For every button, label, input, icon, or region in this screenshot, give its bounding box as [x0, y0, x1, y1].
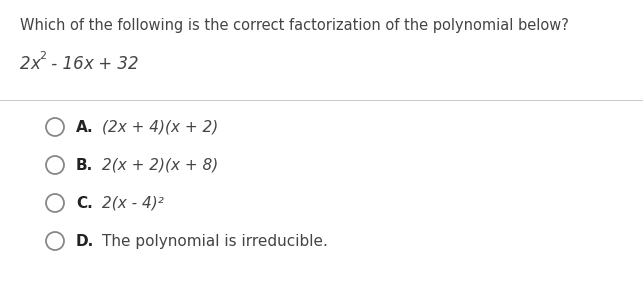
Text: 2: 2	[20, 55, 31, 73]
Text: The polynomial is irreducible.: The polynomial is irreducible.	[102, 234, 328, 249]
Text: 2(x + 2)(x + 8): 2(x + 2)(x + 8)	[102, 158, 218, 173]
Text: x: x	[30, 55, 40, 73]
Text: A.: A.	[76, 120, 94, 135]
Text: - 16: - 16	[46, 55, 84, 73]
Text: 2(x - 4)²: 2(x - 4)²	[102, 196, 164, 211]
Text: x: x	[83, 55, 93, 73]
Text: Which of the following is the correct factorization of the polynomial below?: Which of the following is the correct fa…	[20, 18, 569, 33]
Text: 2: 2	[39, 51, 46, 61]
Text: B.: B.	[76, 158, 93, 173]
Text: + 32: + 32	[93, 55, 139, 73]
Text: C.: C.	[76, 196, 93, 211]
Text: D.: D.	[76, 234, 95, 249]
Text: (2x + 4)(x + 2): (2x + 4)(x + 2)	[102, 120, 218, 135]
